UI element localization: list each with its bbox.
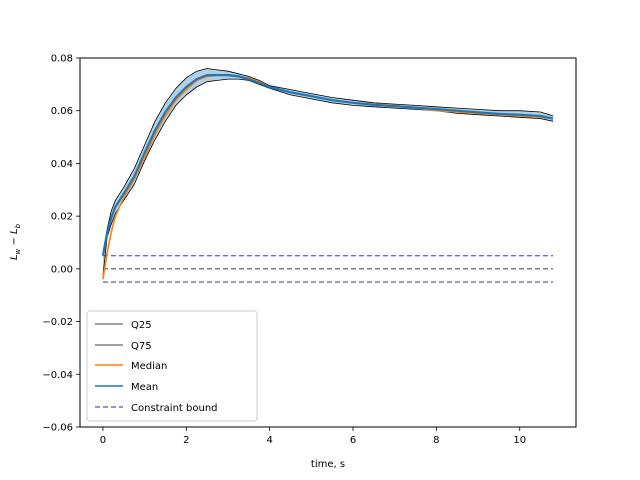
x-axis-title: time, s bbox=[311, 459, 345, 470]
series-line-q75 bbox=[102, 68, 554, 254]
y-tick-label: −0.04 bbox=[42, 370, 73, 381]
y-tick-label: 0.02 bbox=[51, 212, 73, 223]
x-tick-label: 0 bbox=[100, 435, 106, 446]
y-axis-title: Lw − Lb bbox=[9, 223, 22, 260]
legend: Q25 Q75 Median Mean Constraint bound bbox=[86, 310, 258, 422]
legend-label-mean: Mean bbox=[131, 382, 158, 393]
x-tick-label: 10 bbox=[513, 435, 526, 446]
legend-label-q75: Q75 bbox=[131, 341, 152, 352]
y-tick-label: 0.04 bbox=[51, 159, 73, 170]
series-line-mean bbox=[101, 73, 554, 256]
x-tick-label: 2 bbox=[183, 435, 189, 446]
x-tick-label: 6 bbox=[350, 435, 356, 446]
y-tick-label: 0.00 bbox=[51, 264, 73, 275]
x-axis: 0 2 4 6 8 10 bbox=[100, 427, 526, 446]
y-axis: −0.06 −0.04 −0.02 0.00 0.02 0.04 0.06 0.08 bbox=[42, 54, 80, 434]
legend-label-constraint-bound: Constraint bound bbox=[131, 403, 218, 414]
y-tick-label: 0.06 bbox=[51, 106, 73, 117]
series-line-median bbox=[102, 74, 554, 280]
y-tick-label: −0.06 bbox=[42, 423, 73, 434]
y-tick-label: −0.02 bbox=[42, 317, 73, 328]
plot-frame bbox=[79, 57, 577, 428]
y-tick-label: 0.08 bbox=[51, 54, 73, 65]
x-tick-label: 8 bbox=[433, 435, 439, 446]
series-line-q25 bbox=[102, 78, 554, 277]
legend-label-median: Median bbox=[131, 361, 167, 372]
x-tick-label: 4 bbox=[266, 435, 272, 446]
legend-label-q25: Q25 bbox=[131, 320, 152, 331]
legend-box bbox=[86, 310, 258, 422]
